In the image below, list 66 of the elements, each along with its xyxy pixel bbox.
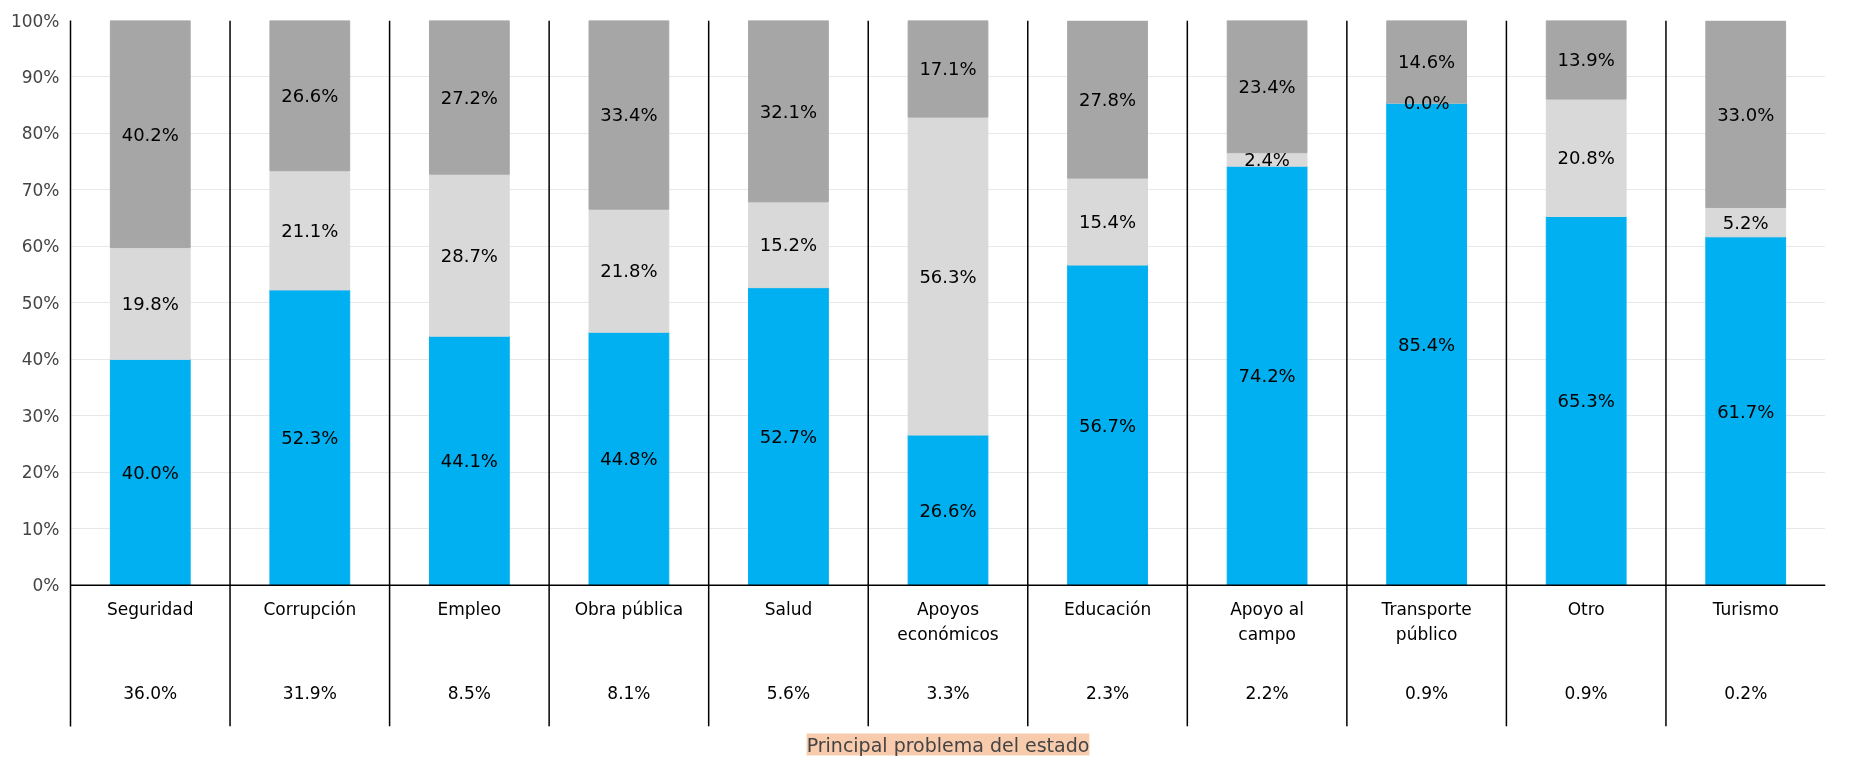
- text: 2.2%: [1245, 682, 1289, 703]
- data-label: 14.6%: [1398, 51, 1456, 73]
- y-tick-label: 30%: [21, 405, 60, 426]
- data-label: 28.7%: [440, 244, 498, 266]
- text: 5.6%: [766, 682, 811, 703]
- data-label: 52.7%: [759, 425, 818, 447]
- data-label: 44.8%: [600, 448, 658, 470]
- text: 31.9%: [282, 682, 337, 703]
- data-label: 15.2%: [759, 234, 818, 256]
- data-label: 61.7%: [1717, 400, 1775, 422]
- text: 0.9%: [1405, 682, 1449, 703]
- data-label: 65.3%: [1557, 390, 1615, 412]
- data-label: 56.7%: [1078, 414, 1137, 436]
- x-tick-label: Transporte público: [1380, 599, 1472, 645]
- text: 0.9%: [1564, 682, 1608, 703]
- x-tick-label: Otro: [1567, 599, 1605, 620]
- data-label: 19.8%: [121, 292, 179, 314]
- y-tick-label: 100%: [10, 10, 60, 31]
- data-label: 40.2%: [121, 123, 179, 145]
- data-label: 74.2%: [1238, 365, 1296, 387]
- y-tick-label: 20%: [21, 462, 60, 483]
- x-tick-label: Apoyos económicos: [897, 599, 999, 645]
- y-tick-label: 60%: [21, 236, 60, 257]
- data-label: 21.1%: [281, 219, 339, 241]
- x-tick-label: Seguridad: [107, 599, 194, 620]
- y-tick-label: 80%: [21, 123, 60, 144]
- data-label: 27.8%: [1078, 89, 1137, 111]
- text: 8.5%: [447, 682, 491, 703]
- data-label: 32.1%: [759, 100, 818, 122]
- data-label: 52.3%: [281, 427, 339, 449]
- x-tick-label: Salud: [764, 599, 813, 620]
- data-label: 2.4%: [1244, 148, 1290, 170]
- x-axis-title: Principal problema del estado: [806, 733, 1090, 756]
- y-tick-label: 50%: [21, 292, 60, 313]
- y-tick-label: 10%: [21, 518, 60, 539]
- x-tick-label: Empleo: [437, 599, 502, 620]
- data-label: 21.8%: [600, 260, 658, 282]
- data-label: 44.1%: [440, 450, 498, 472]
- x-tick-label: Turismo: [1711, 599, 1779, 620]
- data-label: 40.0%: [121, 461, 179, 483]
- data-label: 27.2%: [440, 86, 498, 108]
- x-tick-label: Obra pública: [574, 599, 684, 620]
- text: 36.0%: [123, 682, 178, 703]
- text: 8.1%: [607, 682, 651, 703]
- y-tick-label: 0%: [32, 575, 60, 596]
- data-label: 13.9%: [1557, 49, 1615, 71]
- x-tick-label: Corrupción: [263, 599, 357, 620]
- data-label: 26.6%: [281, 85, 339, 107]
- x-tick-label: Educación: [1063, 599, 1152, 620]
- data-label: 33.4%: [600, 104, 658, 126]
- data-label: 15.4%: [1078, 211, 1137, 233]
- y-tick-label: 90%: [21, 66, 60, 87]
- data-label: 23.4%: [1238, 76, 1296, 98]
- data-label: 56.3%: [919, 265, 977, 287]
- data-label: 17.1%: [919, 58, 977, 80]
- data-label: 85.4%: [1398, 333, 1456, 355]
- text: 0.2%: [1724, 682, 1768, 703]
- text: 3.3%: [926, 682, 970, 703]
- data-label: 33.0%: [1717, 103, 1775, 125]
- data-label: 26.6%: [919, 499, 977, 521]
- x-tick-label: Apoyo al campo: [1230, 599, 1305, 645]
- y-tick-label: 40%: [21, 349, 60, 370]
- data-label: 20.8%: [1557, 147, 1615, 169]
- data-label: 5.2%: [1722, 211, 1769, 233]
- y-tick-label: 70%: [21, 179, 60, 200]
- text: 2.3%: [1085, 682, 1130, 703]
